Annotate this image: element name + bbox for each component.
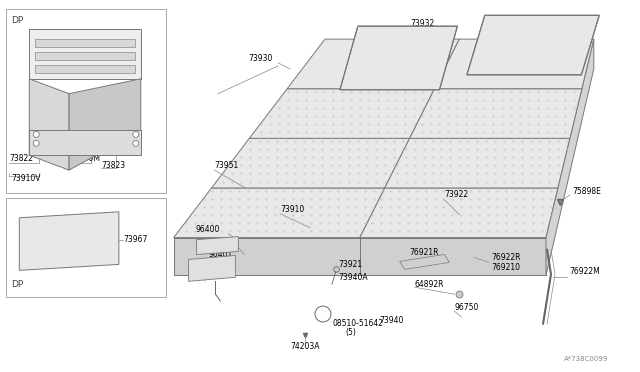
Polygon shape [211,138,410,188]
Circle shape [33,140,39,146]
Polygon shape [385,138,570,188]
Polygon shape [360,188,558,238]
Circle shape [315,306,331,322]
Polygon shape [19,212,119,270]
Bar [6,198,166,297]
Polygon shape [173,188,385,238]
Bar [6,9,166,193]
Polygon shape [69,79,141,170]
Text: 769210: 769210 [492,263,520,272]
Polygon shape [399,254,449,269]
Polygon shape [35,52,135,60]
Text: 73910V: 73910V [12,174,41,183]
Polygon shape [35,39,135,47]
Text: 73940A: 73940A [338,273,367,282]
Text: 75898E: 75898E [572,187,601,196]
Text: 73940: 73940 [380,317,404,326]
Text: 73822: 73822 [10,154,33,163]
Text: 76922M: 76922M [569,267,600,276]
Text: 73823: 73823 [101,161,125,170]
Polygon shape [29,79,69,170]
Polygon shape [173,238,546,275]
Text: 74203A: 74203A [290,342,319,351]
Text: DP: DP [12,16,24,25]
Text: 08510-51642: 08510-51642 [333,320,384,328]
Polygon shape [340,26,458,90]
Text: 96400: 96400 [196,225,220,234]
Text: (5): (5) [345,328,356,337]
Polygon shape [29,29,141,79]
Circle shape [33,131,39,137]
Text: 76922R: 76922R [492,253,521,262]
Text: 96401: 96401 [209,250,233,259]
Text: 73931: 73931 [559,17,583,26]
Text: A*738C0099: A*738C0099 [564,356,609,362]
Polygon shape [287,39,460,89]
Text: 73931: 73931 [362,35,386,44]
Text: 73921: 73921 [338,260,362,269]
Text: 73967: 73967 [123,235,147,244]
Circle shape [133,131,139,137]
Text: 76921R: 76921R [410,248,439,257]
Text: S: S [321,311,325,317]
Text: DP: DP [12,280,24,289]
Text: 73951: 73951 [214,161,239,170]
Polygon shape [250,89,435,138]
Polygon shape [29,131,141,155]
Polygon shape [189,256,236,281]
Circle shape [133,140,139,146]
Polygon shape [196,237,238,254]
Text: 73932: 73932 [410,19,435,28]
Polygon shape [410,89,582,138]
Text: 64892R: 64892R [415,280,444,289]
Polygon shape [546,39,594,275]
Polygon shape [467,15,599,75]
Text: 96750: 96750 [454,302,479,312]
Text: 73910: 73910 [280,205,305,214]
Text: 73930: 73930 [248,54,273,64]
Polygon shape [435,39,594,89]
Text: 73922: 73922 [444,190,468,199]
Text: 73950M: 73950M [69,154,100,163]
Polygon shape [35,65,135,73]
